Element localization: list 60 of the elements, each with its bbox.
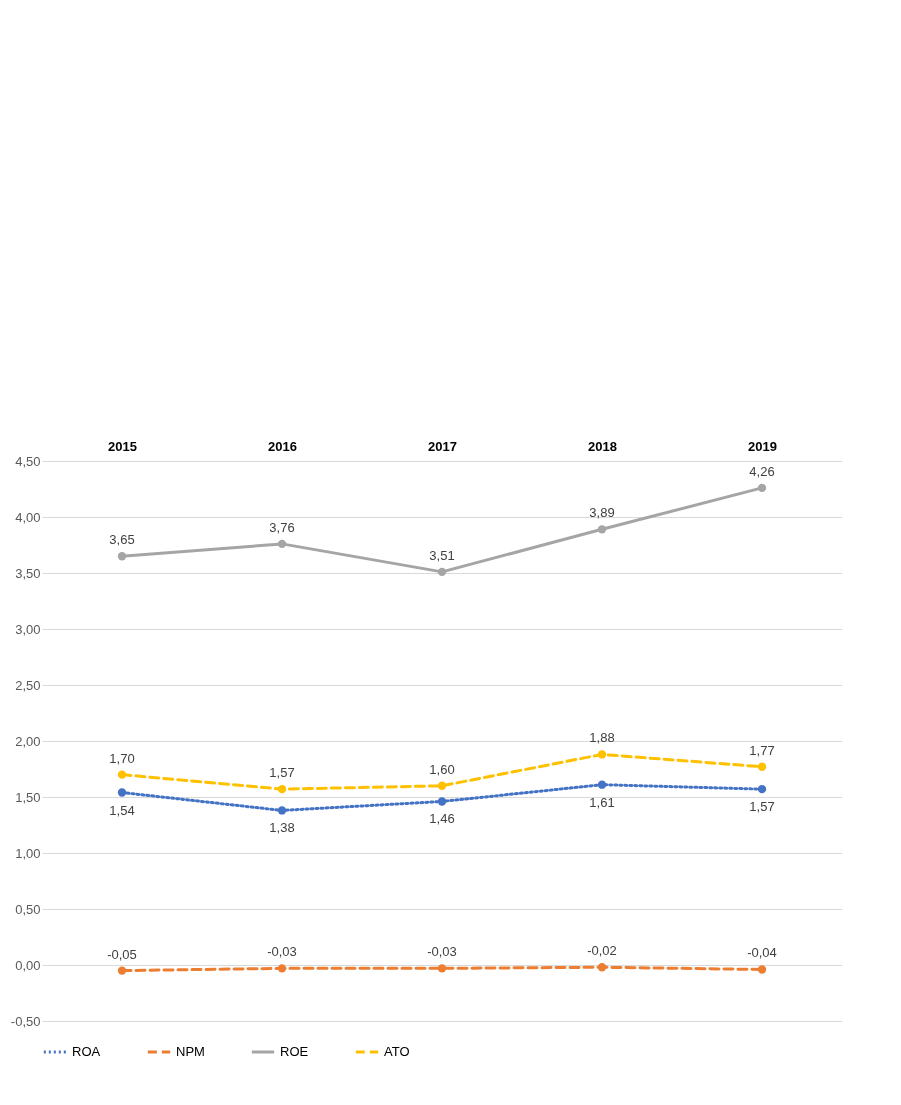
- point: [757, 483, 767, 493]
- data-label: 4,26: [749, 463, 775, 479]
- point: [277, 806, 287, 815]
- y-tick-label: 1,00: [15, 845, 41, 861]
- legend-label: ROA: [72, 1044, 101, 1059]
- point: [757, 965, 767, 974]
- x-tick-label: 2015: [108, 438, 137, 454]
- point: [277, 784, 287, 794]
- point: [597, 750, 607, 759]
- point: [277, 964, 287, 973]
- data-label: 1,88: [589, 730, 615, 746]
- y-tick-label: 3,00: [15, 621, 41, 637]
- point: [117, 788, 127, 797]
- point: [277, 539, 287, 549]
- point: [597, 525, 607, 534]
- y-tick-label: 1,50: [15, 789, 41, 805]
- y-tick-label: 2,00: [15, 733, 41, 749]
- y-tick-label: 2,50: [15, 677, 41, 693]
- point: [117, 552, 127, 561]
- data-label: 3,89: [589, 505, 615, 521]
- legend-label: ATO: [384, 1044, 410, 1059]
- y-tick-label: 0,00: [15, 957, 41, 973]
- point: [117, 770, 127, 779]
- legend-label: ROE: [280, 1044, 309, 1059]
- data-label: 1,77: [749, 742, 775, 758]
- data-label: 3,76: [269, 519, 295, 535]
- data-label: -0,04: [747, 945, 777, 961]
- data-label: 1,70: [109, 750, 135, 766]
- data-label: -0,03: [427, 944, 457, 960]
- point: [757, 762, 767, 771]
- x-tick-label: 2019: [748, 438, 777, 454]
- x-tick-label: 2017: [428, 438, 457, 454]
- point: [437, 781, 447, 790]
- data-label: 1,46: [429, 811, 455, 827]
- data-label: 1,54: [109, 802, 135, 818]
- point: [597, 963, 607, 972]
- data-label: -0,03: [267, 944, 297, 960]
- y-tick-label: 3,50: [15, 565, 41, 581]
- data-label: -0,05: [107, 946, 137, 962]
- point: [597, 780, 607, 789]
- point: [117, 966, 127, 975]
- data-label: 1,57: [269, 765, 295, 781]
- data-label: 3,51: [429, 547, 455, 563]
- point: [757, 784, 767, 794]
- data-label: 1,61: [589, 794, 615, 810]
- y-tick-label: 4,50: [15, 453, 41, 469]
- point: [437, 797, 447, 806]
- point: [437, 567, 447, 577]
- y-tick-label: 4,00: [15, 509, 41, 525]
- point: [437, 964, 447, 973]
- y-tick-label: 0,50: [15, 901, 41, 917]
- x-tick-label: 2018: [588, 438, 617, 454]
- data-label: 3,65: [109, 532, 135, 548]
- data-label: 1,57: [749, 799, 775, 815]
- data-label: 1,38: [269, 820, 295, 836]
- legend-label: NPM: [176, 1044, 205, 1059]
- data-label: -0,02: [587, 943, 617, 959]
- x-tick-label: 2016: [268, 438, 297, 454]
- y-tick-label: -0,50: [10, 1013, 41, 1029]
- data-label: 1,60: [429, 761, 455, 777]
